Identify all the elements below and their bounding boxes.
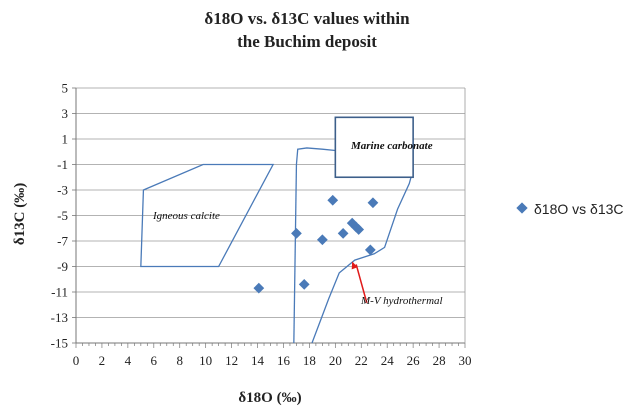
y-tick-label: -5 — [57, 208, 68, 223]
x-tick-label: 4 — [125, 353, 132, 368]
legend-marker — [516, 202, 528, 214]
x-tick-label: 12 — [225, 353, 238, 368]
data-point-1 — [291, 227, 302, 239]
y-axis-ticks: 5 3 1 -1 -3 -5 -7 -9 -11 -13 -15 — [51, 81, 76, 351]
x-axis-label: δ18O (‰) — [238, 390, 301, 406]
chart-title-line-2: the Buchim deposit — [237, 32, 377, 51]
x-tick-label: 26 — [407, 353, 421, 368]
y-tick-label: -1 — [57, 157, 68, 172]
y-tick-label: -11 — [51, 285, 68, 300]
mv-hydrothermal-field — [311, 169, 414, 344]
mv-hydrothermal-field — [293, 164, 298, 344]
y-tick-label: -7 — [57, 234, 68, 249]
y-tick-label: -3 — [57, 183, 68, 198]
y-tick-label: 5 — [62, 81, 69, 96]
y-tick-label: -13 — [51, 310, 68, 325]
x-axis-ticks: 0 2 4 6 8 10 12 14 16 18 20 22 24 26 28 30 — [73, 343, 472, 368]
annotation-mv-hydrothermal: M-V hydrothermal — [360, 295, 443, 307]
annotation-arrow — [355, 264, 368, 303]
x-tick-label: 6 — [151, 353, 158, 368]
x-tick-label: 24 — [381, 353, 395, 368]
x-tick-label: 18 — [303, 353, 316, 368]
data-point-2 — [298, 278, 310, 290]
data-point-9 — [364, 244, 376, 256]
x-tick-label: 14 — [251, 353, 265, 368]
data-point-5 — [337, 227, 349, 239]
data-point-0 — [253, 282, 265, 294]
x-tick-label: 10 — [199, 353, 212, 368]
igneous-calcite-field — [140, 163, 275, 268]
chart-title-line-1: δ18O vs. δ13C values within — [204, 9, 410, 28]
field-outlines — [140, 116, 414, 344]
x-tick-label: 0 — [73, 353, 80, 368]
data-point-8 — [353, 224, 365, 235]
x-tick-label: 30 — [459, 353, 472, 368]
y-tick-label: 3 — [62, 106, 69, 121]
legend: δ18O vs δ13C — [516, 201, 624, 217]
field-label-igneous-calcite: Igneous calcite — [152, 210, 220, 222]
legend-label: δ18O vs δ13C — [534, 201, 624, 217]
x-tick-label: 22 — [355, 353, 368, 368]
x-tick-label: 8 — [176, 353, 183, 368]
mv-hydrothermal-field-top — [295, 147, 336, 165]
annotation-arrowhead — [351, 261, 358, 270]
data-point-3 — [316, 234, 328, 246]
marine-carbonate-box — [334, 116, 414, 179]
data-point-4 — [327, 194, 339, 206]
field-label-marine-carbonate: Marine carbonate — [350, 140, 433, 152]
y-axis-label: δ13C (‰) — [12, 183, 28, 245]
y-tick-label: 1 — [62, 132, 69, 147]
data-points — [253, 194, 379, 294]
y-tick-label: -9 — [57, 259, 68, 274]
x-tick-label: 28 — [433, 353, 446, 368]
y-tick-label: -15 — [51, 336, 68, 351]
x-tick-label: 16 — [277, 353, 291, 368]
data-point-10 — [367, 197, 379, 209]
x-tick-label: 2 — [99, 353, 106, 368]
x-tick-label: 20 — [329, 353, 342, 368]
